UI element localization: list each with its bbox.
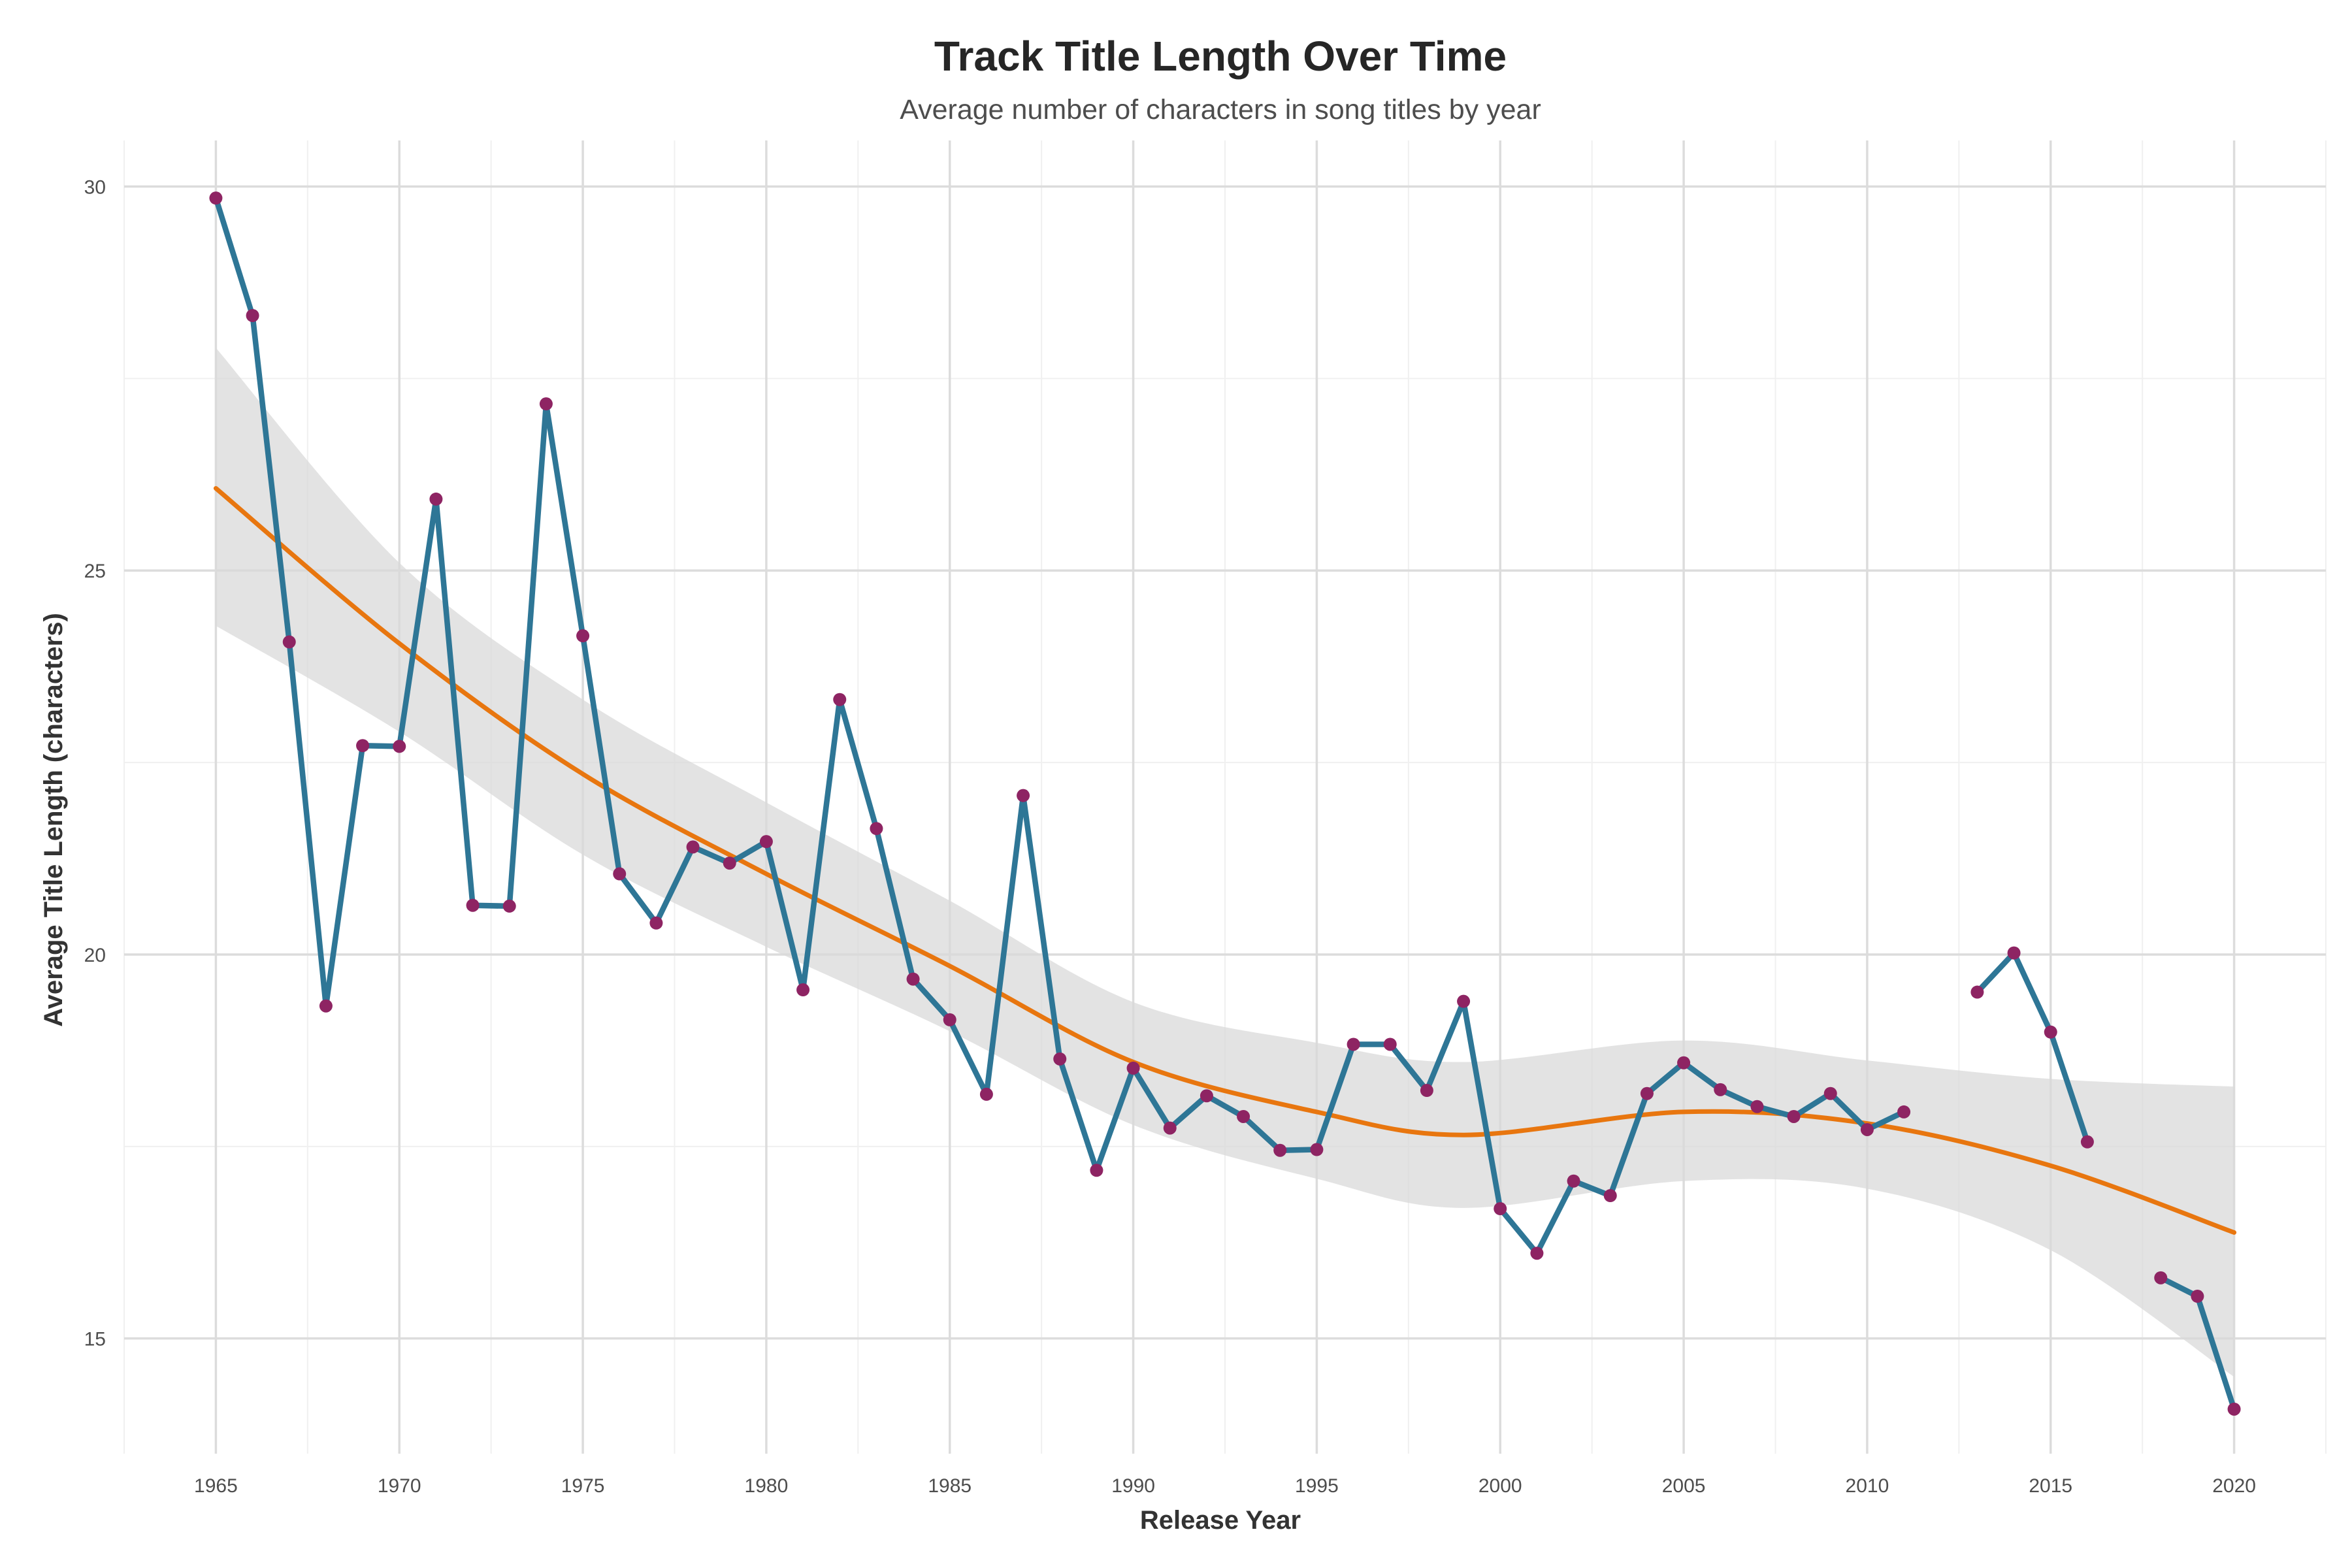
data-point xyxy=(209,191,223,205)
data-point xyxy=(2227,1402,2241,1416)
data-point xyxy=(1237,1109,1250,1123)
data-points-layer xyxy=(209,191,2241,1416)
confidence-band-layer xyxy=(216,348,2234,1377)
x-axis-title: Release Year xyxy=(1140,1506,1301,1535)
data-point xyxy=(1603,1189,1617,1203)
data-point xyxy=(1640,1086,1654,1100)
data-point xyxy=(796,983,810,997)
x-tick-label: 1965 xyxy=(194,1475,238,1497)
data-point xyxy=(1420,1084,1433,1098)
data-point xyxy=(539,397,553,411)
x-tick-label: 1985 xyxy=(928,1475,972,1497)
data-point xyxy=(393,740,406,753)
data-point xyxy=(1053,1052,1067,1066)
data-point xyxy=(2154,1271,2168,1284)
data-point xyxy=(356,739,370,753)
data-point xyxy=(1860,1122,1874,1136)
confidence-band xyxy=(216,348,2234,1377)
data-point xyxy=(870,822,883,836)
data-point xyxy=(1677,1056,1691,1070)
data-point xyxy=(943,1013,956,1026)
data-point xyxy=(429,492,443,506)
data-line-segment xyxy=(1974,950,2091,1145)
data-point xyxy=(1273,1143,1287,1157)
data-point xyxy=(833,693,847,706)
y-axis-title: Average Title Length (characters) xyxy=(39,613,68,1027)
data-point xyxy=(1530,1247,1544,1260)
data-point xyxy=(1457,994,1471,1008)
data-point xyxy=(1017,789,1030,802)
y-tick-label: 30 xyxy=(84,177,106,199)
x-tick-label: 1975 xyxy=(561,1475,605,1497)
x-tick-label: 2000 xyxy=(1478,1475,1522,1497)
data-point xyxy=(1310,1143,1324,1156)
data-point xyxy=(1494,1202,1507,1216)
data-point xyxy=(1383,1037,1397,1051)
data-point xyxy=(576,629,590,643)
data-point xyxy=(723,857,736,870)
y-tick-label: 25 xyxy=(84,561,106,582)
data-point xyxy=(246,309,259,322)
data-point xyxy=(1090,1164,1103,1177)
x-tick-label: 2005 xyxy=(1662,1475,1706,1497)
data-point xyxy=(979,1087,993,1101)
data-point xyxy=(613,867,627,881)
data-point xyxy=(1970,985,1984,999)
data-point xyxy=(1126,1061,1140,1075)
y-tick-label: 20 xyxy=(84,945,106,966)
data-point xyxy=(1714,1083,1727,1096)
data-point xyxy=(906,972,920,986)
data-point xyxy=(1347,1037,1360,1051)
x-axis-ticks: 1965 1970 1975 1980 1985 1990 1995 2000 2005 2010… xyxy=(194,1475,2256,1497)
data-point xyxy=(2080,1135,2094,1149)
x-tick-label: 1995 xyxy=(1295,1475,1339,1497)
data-point xyxy=(759,835,773,849)
x-tick-label: 2020 xyxy=(2212,1475,2256,1497)
x-tick-label: 2010 xyxy=(1846,1475,1889,1497)
x-tick-label: 1970 xyxy=(378,1475,421,1497)
y-tick-label: 15 xyxy=(84,1329,106,1350)
data-point xyxy=(1750,1100,1764,1113)
data-point xyxy=(2044,1025,2057,1039)
x-tick-label: 1990 xyxy=(1111,1475,1155,1497)
data-point xyxy=(1823,1086,1837,1100)
data-point xyxy=(1163,1121,1177,1135)
data-point xyxy=(502,899,516,913)
data-point xyxy=(686,840,700,854)
data-point xyxy=(1567,1174,1580,1188)
data-point xyxy=(1897,1105,1911,1119)
data-point xyxy=(1200,1089,1213,1103)
data-point xyxy=(319,999,333,1013)
data-point xyxy=(1787,1109,1801,1123)
data-point xyxy=(649,916,663,930)
data-point xyxy=(466,898,480,912)
x-tick-label: 1980 xyxy=(745,1475,789,1497)
data-point xyxy=(282,635,296,649)
y-axis-ticks: 15 20 25 30 xyxy=(84,177,106,1350)
chart-subtitle: Average number of characters in song tit… xyxy=(900,94,1541,125)
data-point xyxy=(2007,946,2021,960)
x-tick-label: 2015 xyxy=(2029,1475,2072,1497)
chart-title: Track Title Length Over Time xyxy=(934,33,1507,80)
data-point xyxy=(2191,1290,2204,1303)
